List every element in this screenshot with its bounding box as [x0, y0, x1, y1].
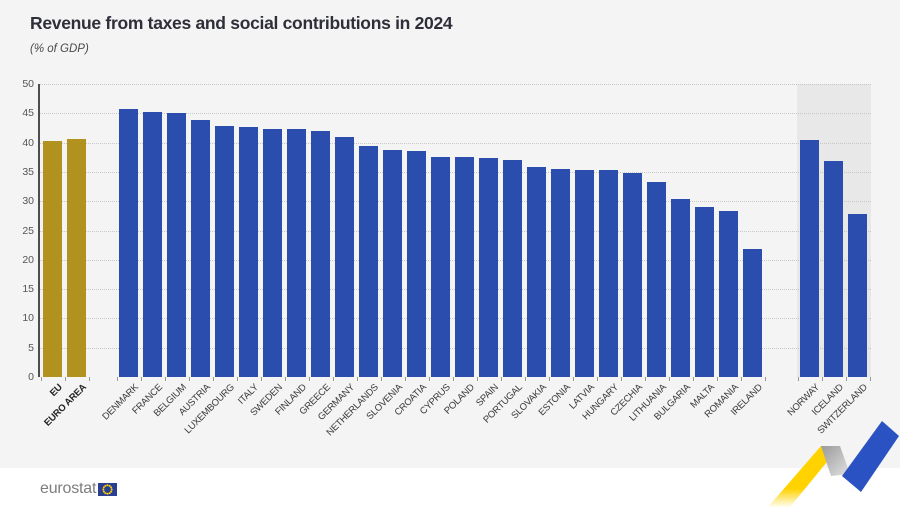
x-tick — [236, 377, 238, 381]
ribbon-yellow-band — [768, 446, 840, 507]
y-tick-label: 5 — [28, 341, 34, 354]
x-tick — [284, 377, 286, 381]
x-tick — [164, 377, 166, 381]
x-tick — [740, 377, 742, 381]
x-tick — [88, 377, 90, 381]
x-tick — [428, 377, 430, 381]
bar-italy[interactable] — [239, 127, 258, 377]
y-tick-label: 15 — [22, 283, 34, 296]
bar-sweden[interactable] — [263, 128, 282, 377]
bar-finland[interactable] — [287, 129, 306, 377]
bar-poland[interactable] — [455, 157, 474, 377]
x-tick — [404, 377, 406, 381]
y-tick-label: 0 — [28, 371, 34, 383]
bar-france[interactable] — [143, 111, 162, 377]
bar-croatia[interactable] — [407, 150, 426, 377]
x-tick — [548, 377, 550, 381]
x-tick — [140, 377, 142, 381]
x-tick — [821, 377, 823, 381]
bar-portugal[interactable] — [503, 159, 522, 377]
bar-denmark[interactable] — [119, 108, 138, 377]
x-tick — [380, 377, 382, 381]
bar-cyprus[interactable] — [431, 156, 450, 377]
ribbon-gray-fold — [821, 446, 850, 476]
bar-slovakia[interactable] — [527, 167, 546, 377]
x-tick — [476, 377, 478, 381]
bar-spain[interactable] — [479, 158, 498, 377]
x-tick — [668, 377, 670, 381]
y-tick-label: 20 — [22, 253, 34, 266]
bar-austria[interactable] — [191, 119, 210, 377]
plot-area: EU EURO AREA DENMARK FRANCE BELGIUM AUSTRIA LU… — [38, 84, 871, 438]
bar-czechia[interactable] — [623, 172, 642, 377]
bar-switzerland[interactable] — [848, 214, 867, 377]
bar-malta[interactable] — [695, 207, 714, 377]
eu-flag-icon — [98, 482, 118, 496]
x-tick — [869, 377, 871, 381]
eurostat-logo-text: eurostat — [40, 480, 97, 497]
bar-lithuania[interactable] — [647, 182, 666, 377]
bar-iceland[interactable] — [824, 161, 843, 377]
bar-netherlands[interactable] — [359, 146, 378, 377]
x-tick — [620, 377, 622, 381]
bar-slovenia[interactable] — [383, 149, 402, 377]
gridline-50 — [40, 84, 871, 85]
x-tick — [797, 377, 799, 381]
bar-hungary[interactable] — [599, 170, 618, 377]
x-tick — [716, 377, 718, 381]
bar-romania[interactable] — [719, 210, 738, 377]
x-tick — [40, 377, 42, 381]
bar-euro-area[interactable] — [67, 138, 86, 377]
y-tick-label: 45 — [22, 107, 34, 120]
x-tick — [356, 377, 358, 381]
eurostat-ribbon-decoration — [768, 421, 899, 507]
x-tick — [500, 377, 502, 381]
x-tick — [644, 377, 646, 381]
bar-norway[interactable] — [800, 140, 819, 377]
gridline-40 — [40, 142, 871, 144]
x-tick — [692, 377, 694, 381]
bar-luxembourg[interactable] — [215, 126, 234, 377]
y-tick-label: 50 — [22, 78, 34, 90]
y-tick-label: 30 — [22, 195, 34, 208]
x-tick — [308, 377, 310, 381]
ribbon-blue-band — [842, 421, 899, 492]
bar-eu[interactable] — [43, 141, 62, 377]
x-tick — [188, 377, 190, 381]
bar-latvia[interactable] — [575, 169, 594, 377]
eurostat-logo: eurostat — [40, 480, 118, 498]
y-tick-label: 25 — [22, 224, 34, 237]
y-tick-label: 35 — [22, 165, 34, 178]
x-tick — [332, 377, 334, 381]
y-tick-label: 40 — [22, 136, 34, 149]
x-tick — [764, 377, 766, 381]
bar-estonia[interactable] — [551, 168, 570, 377]
x-tick — [212, 377, 214, 381]
bar-greece[interactable] — [311, 131, 330, 377]
bar-bulgaria[interactable] — [671, 199, 690, 377]
page-title: Revenue from taxes and social contributi… — [30, 13, 453, 33]
page-subtitle: (% of GDP) — [30, 43, 89, 55]
x-tick — [260, 377, 262, 381]
gridline-45 — [40, 113, 871, 115]
bar-germany[interactable] — [335, 136, 354, 377]
x-tick — [845, 377, 847, 381]
x-tick — [452, 377, 454, 381]
x-tick — [572, 377, 574, 381]
x-tick — [524, 377, 526, 381]
bar-ireland[interactable] — [743, 248, 762, 377]
x-tick — [596, 377, 598, 381]
bar-belgium[interactable] — [167, 112, 186, 377]
y-tick-label: 10 — [22, 312, 34, 325]
y-axis-line — [38, 84, 40, 377]
x-tick — [116, 377, 118, 381]
x-tick — [64, 377, 66, 381]
